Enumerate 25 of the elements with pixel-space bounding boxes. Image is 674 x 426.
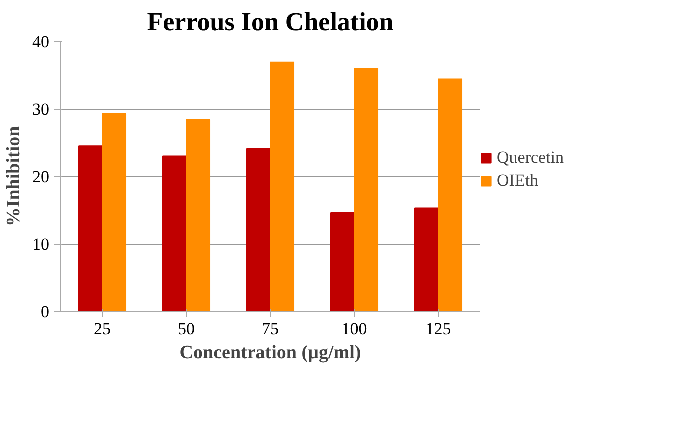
x-tick-label: 50 <box>178 320 195 338</box>
bar <box>270 62 295 312</box>
y-tick-label: 20 <box>32 168 50 186</box>
y-axis-title: %Inhibition <box>4 126 24 227</box>
y-tick-label: 0 <box>41 302 50 322</box>
bar <box>246 148 271 312</box>
chart-title: Ferrous Ion Chelation <box>147 8 394 36</box>
bar <box>102 113 127 312</box>
bar <box>330 212 355 312</box>
x-tick-label: 75 <box>262 320 279 338</box>
bar <box>78 146 103 312</box>
legend-label: OIEth <box>497 171 539 191</box>
bar <box>162 156 187 312</box>
bar <box>438 78 463 312</box>
bar <box>414 208 439 312</box>
x-tick-label: 25 <box>94 320 111 338</box>
x-axis-title: Concentration (µg/ml) <box>180 342 362 364</box>
y-tick-label: 30 <box>32 100 50 119</box>
bar <box>186 119 211 312</box>
x-tick-label: 100 <box>342 320 368 338</box>
bar <box>354 68 379 312</box>
y-tick-label: 40 <box>32 32 50 52</box>
x-tick-label: 125 <box>426 320 452 338</box>
legend-label: Quercetin <box>497 148 564 168</box>
y-tick-label: 10 <box>32 235 50 254</box>
